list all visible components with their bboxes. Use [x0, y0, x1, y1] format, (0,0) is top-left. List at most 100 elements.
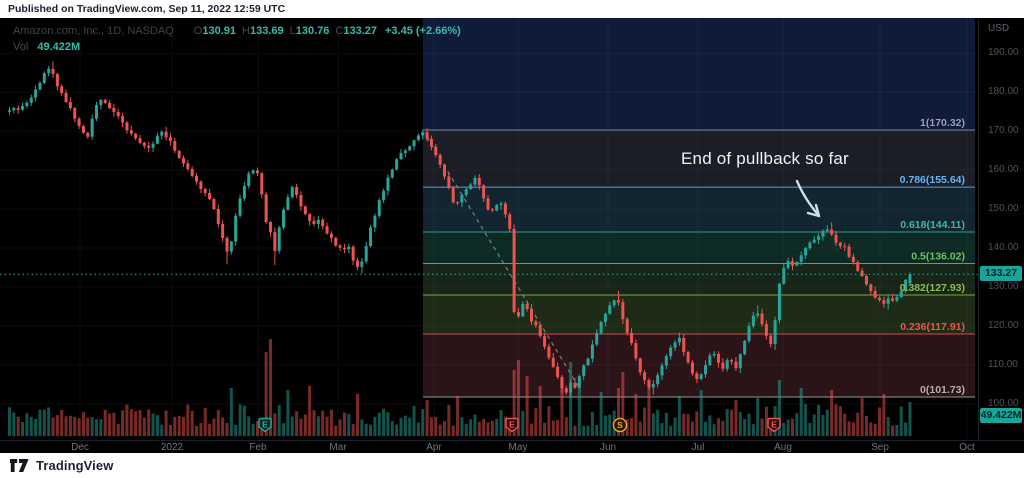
dashed-trendline[interactable]: [426, 136, 582, 392]
fib-level-label: 1(170.32): [920, 117, 965, 129]
candle: [38, 82, 42, 90]
volume-bar: [142, 417, 146, 436]
volume-bar: [99, 419, 103, 436]
candle: [908, 274, 912, 284]
candle: [86, 132, 90, 137]
volume-bar: [651, 413, 655, 436]
volume-bar: [782, 422, 786, 436]
volume-bar: [695, 411, 699, 436]
candle: [704, 365, 707, 375]
volume-bar: [47, 407, 51, 436]
volume-bar: [886, 416, 890, 436]
volume-bar: [799, 388, 803, 436]
volume-bar: [242, 405, 246, 436]
svg-text:E: E: [509, 420, 515, 430]
fib-zone-fill: [423, 263, 975, 295]
volume-bar: [704, 421, 707, 436]
candle: [486, 198, 490, 210]
volume-bar: [86, 417, 90, 436]
tradingview-logo-icon[interactable]: [10, 458, 29, 473]
volume-bar: [438, 424, 442, 436]
candle: [608, 305, 612, 314]
candle: [60, 86, 64, 93]
event-marker-split[interactable]: S: [612, 417, 628, 438]
volume-bar: [764, 406, 768, 436]
volume-bar: [412, 405, 416, 436]
candle: [203, 188, 207, 193]
volume-bar: [730, 409, 734, 436]
price-axis[interactable]: USD 133.27 49.422M 190.00 180.00 170.00 160…: [978, 18, 1024, 440]
candle: [456, 202, 460, 204]
candle: [595, 333, 599, 345]
event-marker-earnings[interactable]: E: [766, 417, 782, 438]
volume-bar: [121, 410, 125, 436]
annotation-arrowhead: [806, 203, 821, 218]
candle: [551, 357, 555, 367]
volume-bar: [777, 380, 781, 436]
candle: [173, 140, 177, 151]
event-marker-earnings[interactable]: E: [504, 417, 520, 438]
candle: [325, 226, 329, 234]
candle: [625, 319, 629, 333]
time-axis-label: Dec: [71, 442, 89, 453]
volume-bar: [325, 416, 329, 436]
candle: [516, 312, 520, 317]
candle: [164, 131, 168, 138]
candle: [686, 352, 690, 363]
volume-bar: [312, 410, 316, 436]
candle: [612, 300, 616, 306]
volume-bar: [447, 404, 451, 436]
candle: [160, 131, 164, 136]
candle: [573, 382, 577, 388]
candle: [399, 152, 403, 160]
candle: [264, 194, 268, 223]
candle: [190, 169, 194, 176]
volume-bar: [608, 414, 612, 436]
event-marker-earnings[interactable]: E: [257, 417, 273, 438]
candle: [864, 276, 868, 285]
volume-bar: [525, 376, 529, 436]
candle: [134, 133, 138, 139]
candle: [412, 140, 416, 147]
candle: [638, 358, 642, 373]
symbol-title[interactable]: Amazon.com, Inc., 1D, NASDAQ: [13, 25, 174, 37]
annotation-arrow[interactable]: [795, 179, 821, 218]
candle: [47, 68, 51, 74]
volume-bar: [808, 422, 812, 436]
volume-bar: [16, 416, 20, 436]
volume-bar: [647, 380, 651, 436]
volume-bar: [743, 419, 747, 436]
candle: [429, 138, 433, 147]
volume-bar: [873, 423, 877, 436]
candle: [255, 170, 259, 174]
candle: [347, 246, 351, 250]
candle: [438, 155, 442, 165]
candle: [860, 270, 864, 277]
volume-bar: [621, 372, 625, 436]
volume-bar: [677, 396, 681, 436]
volume-bar: [586, 425, 590, 436]
price-tick-label: 170.00: [988, 125, 1019, 137]
time-axis-label: Mar: [329, 442, 347, 453]
chart-pane[interactable]: 1(170.32) 0.786(155.64) 0.618(144.11) 0.5(1…: [0, 18, 978, 440]
volume-bar: [286, 390, 290, 436]
volume-bar: [329, 409, 333, 436]
price-chart-canvas[interactable]: 1(170.32) 0.786(155.64) 0.618(144.11) 0.5(1…: [0, 18, 978, 440]
time-axis-label: Apr: [426, 442, 442, 453]
close-value: 133.27: [343, 25, 377, 37]
candle: [51, 68, 55, 74]
candle: [838, 242, 842, 247]
volume-bar: [38, 409, 42, 436]
volume-bar: [399, 417, 403, 436]
volume-bar: [151, 413, 155, 436]
time-axis[interactable]: Dec 2022 Feb Mar Apr May Jun Jul Aug Sep Oct: [0, 440, 1024, 453]
tradingview-brand[interactable]: TradingView: [36, 458, 114, 473]
price-tick-label: 160.00: [988, 164, 1019, 176]
candle: [582, 365, 586, 377]
volume-bar: [656, 409, 660, 436]
volume-bar: [443, 421, 446, 436]
candle: [21, 106, 25, 110]
candle: [590, 344, 594, 359]
candle: [738, 354, 742, 369]
candle: [525, 303, 529, 309]
